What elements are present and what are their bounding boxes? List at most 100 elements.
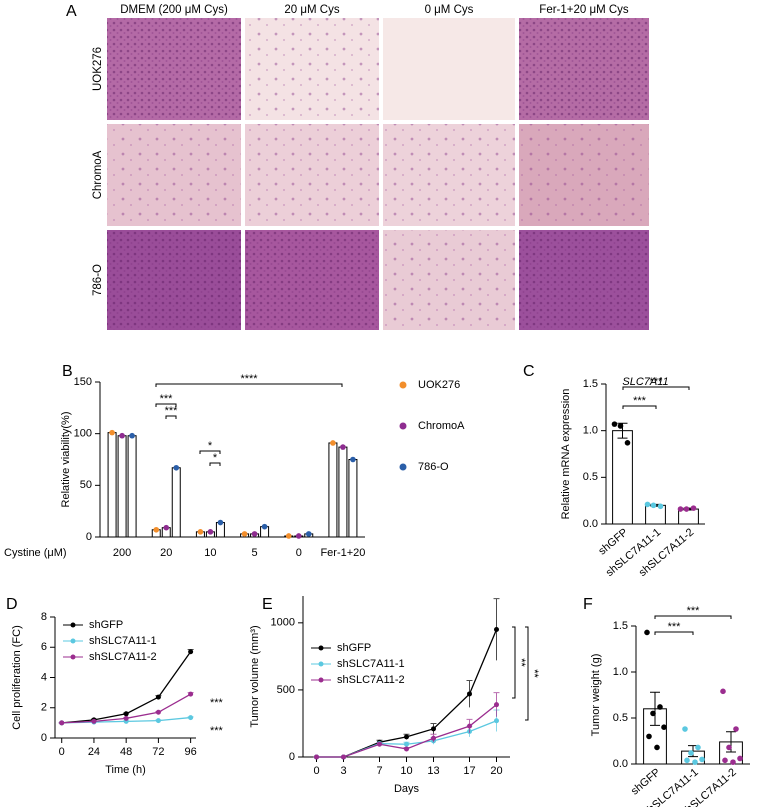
bar xyxy=(117,435,127,538)
y-tick-label: 0.0 xyxy=(613,758,628,770)
data-point xyxy=(123,711,129,717)
data-point xyxy=(119,432,125,439)
bar xyxy=(348,459,358,538)
column-header: 20 μM Cys xyxy=(284,4,339,16)
y-tick-label: 0.5 xyxy=(613,712,628,724)
significance-bracket xyxy=(622,386,690,390)
y-axis-label: Cell proliferation (FC) xyxy=(11,625,23,730)
y-tick-label: 1000 xyxy=(271,617,295,629)
data-point xyxy=(217,519,224,526)
image-grid xyxy=(107,18,649,330)
data-point xyxy=(404,734,409,740)
y-tick-label: 4 xyxy=(41,671,47,683)
bar xyxy=(328,442,338,538)
data-point xyxy=(188,691,194,697)
legend-label: shSLC7A11-2 xyxy=(89,651,157,663)
legend-marker xyxy=(318,677,324,683)
data-point xyxy=(654,744,660,751)
chart-title: SLC7A11 xyxy=(622,376,668,388)
significance-bracket xyxy=(622,405,657,409)
y-tick-label: 0.5 xyxy=(583,471,598,483)
x-tick-label: shGFP xyxy=(629,766,663,797)
y-tick-label: 6 xyxy=(41,641,47,653)
legend-marker xyxy=(399,422,407,430)
micrograph-texture xyxy=(519,124,649,226)
legend-label: shGFP xyxy=(337,642,371,654)
data-point xyxy=(155,709,161,715)
data-point xyxy=(305,531,312,537)
significance-bracket xyxy=(654,615,732,619)
y-axis-label: Relative viability(%) xyxy=(60,412,72,508)
bar xyxy=(338,446,348,538)
micrograph-texture xyxy=(383,230,515,330)
data-point xyxy=(341,754,346,760)
significance-bracket xyxy=(165,415,177,419)
legend-label: UOK276 xyxy=(418,379,460,391)
y-tick-label: 500 xyxy=(277,684,295,696)
data-point xyxy=(730,759,736,765)
y-tick-label: 1.5 xyxy=(583,378,598,390)
data-point xyxy=(722,757,728,764)
significance-label: * xyxy=(208,440,213,452)
data-point xyxy=(657,503,664,510)
significance-label: *** xyxy=(633,395,647,407)
significance-bracket xyxy=(199,450,221,454)
x-tick-label: 20 xyxy=(160,547,172,559)
y-axis-label: Tumor weight (g) xyxy=(590,654,602,737)
significance-bracket xyxy=(654,631,694,635)
data-point xyxy=(661,724,667,730)
data-point xyxy=(404,741,409,747)
data-point xyxy=(377,741,382,747)
significance-label: * xyxy=(213,452,218,464)
data-point xyxy=(699,756,705,763)
column-header: Fer-1+20 μM Cys xyxy=(539,4,629,16)
micrograph-texture xyxy=(519,18,649,120)
x-tick-label: 0 xyxy=(59,746,65,758)
data-point xyxy=(650,502,657,509)
micrograph xyxy=(383,18,515,120)
data-point xyxy=(109,429,115,436)
legend-marker xyxy=(318,661,324,667)
x-tick-label: 72 xyxy=(152,746,164,758)
data-point xyxy=(688,750,694,756)
panel-letter: A xyxy=(66,3,77,20)
x-tick-label: 0 xyxy=(313,765,319,777)
data-point xyxy=(330,440,336,446)
data-point xyxy=(644,629,650,636)
data-point xyxy=(251,531,258,537)
x-tick-label: 5 xyxy=(252,547,258,559)
data-point xyxy=(692,759,698,765)
bar xyxy=(127,435,137,538)
significance-label: *** xyxy=(687,605,701,617)
data-point xyxy=(123,715,129,721)
row-label: 786-O xyxy=(92,264,104,296)
data-point xyxy=(207,529,214,535)
data-point xyxy=(650,710,656,717)
data-point xyxy=(188,715,194,721)
significance-bracket xyxy=(155,383,343,387)
legend-label: shSLC7A11-1 xyxy=(89,635,157,647)
data-point xyxy=(467,691,472,697)
x-tick-label: 24 xyxy=(88,746,100,758)
x-axis-label: Time (h) xyxy=(105,764,146,776)
legend-marker xyxy=(318,645,324,651)
data-point xyxy=(314,754,319,760)
y-axis-label: Tumor volume (mm³) xyxy=(249,625,261,727)
legend-label: 786-O xyxy=(418,461,449,473)
x-tick-label: 48 xyxy=(120,746,132,758)
error-bar xyxy=(650,691,660,726)
significance-label: ** xyxy=(515,658,527,667)
legend-marker xyxy=(70,638,76,644)
significance-bracket xyxy=(525,626,529,721)
panel-letter: F xyxy=(583,596,593,613)
data-point xyxy=(467,723,472,729)
data-point xyxy=(350,456,356,463)
data-point xyxy=(677,506,684,512)
y-tick-label: 1.0 xyxy=(583,425,598,437)
data-point xyxy=(494,702,499,708)
significance-label: *** xyxy=(160,393,174,405)
y-axis-label: Relative mRNA expression xyxy=(560,389,572,520)
data-point xyxy=(91,718,97,724)
